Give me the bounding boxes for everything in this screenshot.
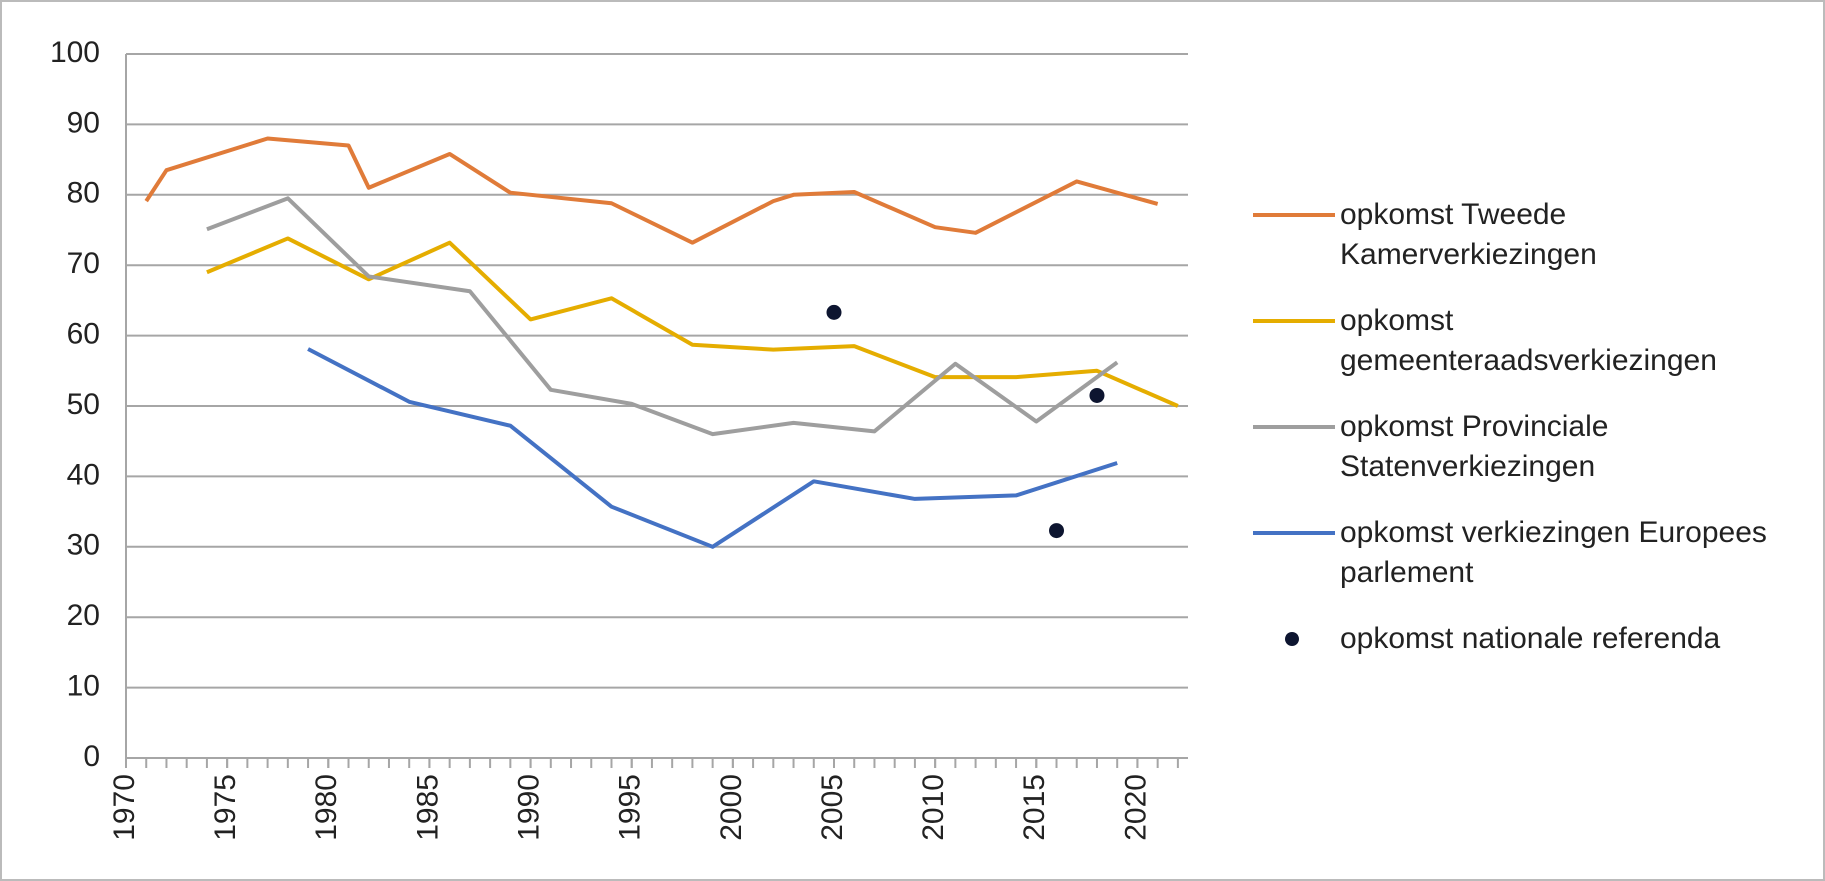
legend-item: opkomst nationale referenda xyxy=(1245,619,1810,659)
x-tick-label: 1990 xyxy=(512,774,545,841)
x-tick-label: 1970 xyxy=(108,774,141,841)
x-tick-label: 1980 xyxy=(310,774,343,841)
legend-label: opkomst Provinciale Statenverkiezingen xyxy=(1340,410,1609,483)
legend-label: opkomst verkiezingen Europees parlement xyxy=(1340,516,1767,589)
legend-swatch xyxy=(1253,213,1335,217)
y-tick-label: 40 xyxy=(67,458,100,491)
series-line xyxy=(206,236,1179,408)
legend-label: opkomst nationale referenda xyxy=(1340,622,1721,655)
legend-item: opkomst Tweede Kamerverkiezingen xyxy=(1245,195,1810,275)
y-tick-label: 10 xyxy=(67,670,100,703)
y-tick-label: 0 xyxy=(83,740,100,773)
legend-label: opkomst gemeenteraadsverkiezingen xyxy=(1340,304,1717,377)
y-tick-label: 60 xyxy=(67,318,100,351)
x-tick-label: 1975 xyxy=(209,774,242,841)
y-tick-label: 50 xyxy=(67,388,100,421)
legend-item: opkomst Provinciale Statenverkiezingen xyxy=(1245,407,1810,487)
x-tick-label: 1985 xyxy=(411,774,444,841)
legend-swatch xyxy=(1253,319,1335,323)
data-point xyxy=(826,304,842,320)
x-tick-label: 2015 xyxy=(1018,774,1051,841)
y-tick-label: 20 xyxy=(67,599,100,632)
y-tick-label: 90 xyxy=(67,106,100,139)
series-line xyxy=(307,347,1118,549)
series-line xyxy=(144,136,1159,245)
y-tick-label: 80 xyxy=(67,177,100,210)
x-tick-label: 2010 xyxy=(917,774,950,841)
legend-item: opkomst verkiezingen Europees parlement xyxy=(1245,513,1810,593)
x-tick-label: 2020 xyxy=(1119,774,1152,841)
x-tick-label: 2000 xyxy=(715,774,748,841)
legend: opkomst Tweede Kamerverkiezingen opkomst … xyxy=(1245,195,1815,685)
y-tick-label: 70 xyxy=(67,247,100,280)
data-point xyxy=(1089,387,1105,403)
series-line xyxy=(206,196,1119,437)
legend-swatch xyxy=(1253,425,1335,429)
data-point xyxy=(1049,523,1065,539)
y-tick-label: 100 xyxy=(50,36,100,69)
x-tick-label: 2005 xyxy=(816,774,849,841)
legend-swatch xyxy=(1253,531,1335,535)
legend-swatch xyxy=(1285,632,1299,646)
x-tick-label: 1995 xyxy=(614,774,647,841)
legend-label: opkomst Tweede Kamerverkiezingen xyxy=(1340,198,1597,271)
legend-item: opkomst gemeenteraadsverkiezingen xyxy=(1245,301,1810,381)
y-tick-label: 30 xyxy=(67,529,100,562)
